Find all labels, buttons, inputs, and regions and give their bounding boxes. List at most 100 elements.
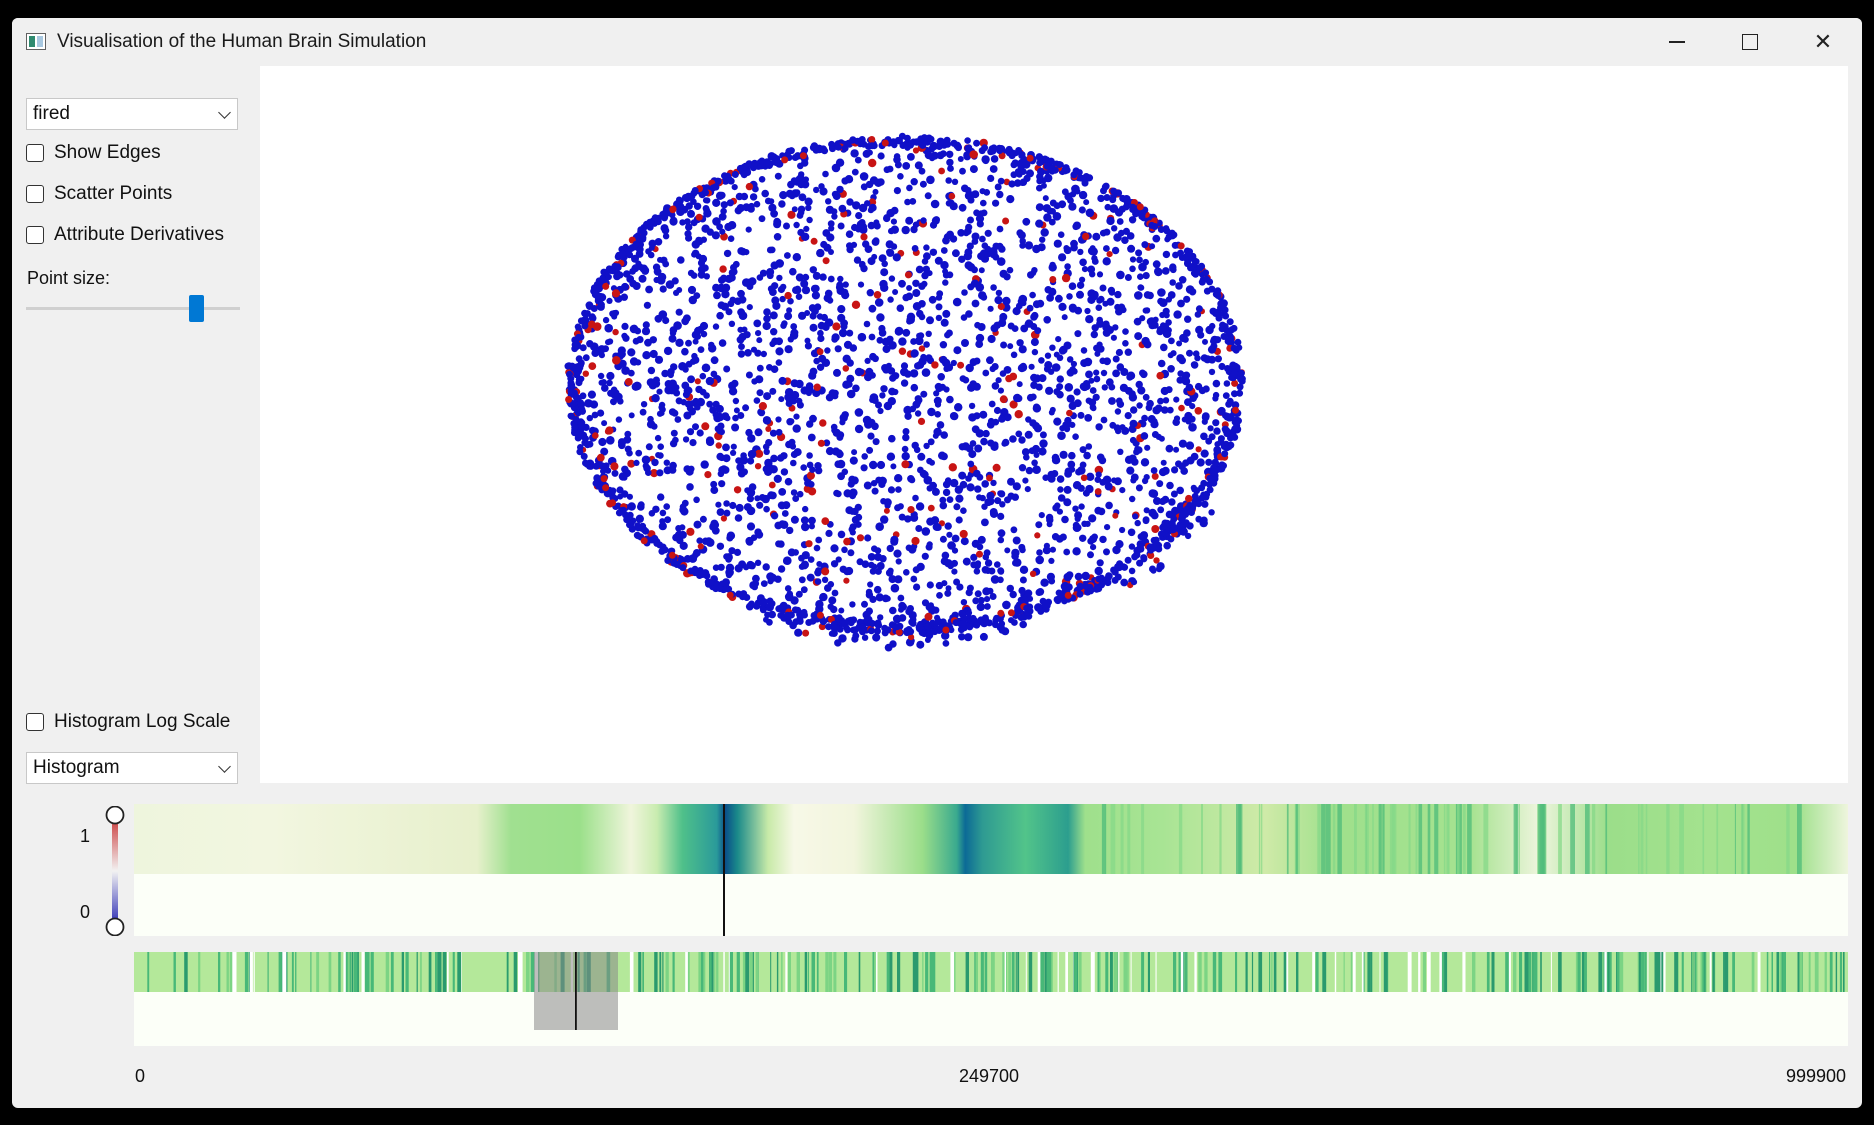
scatter-points-label: Scatter Points [54, 183, 173, 204]
overview-stripe [922, 952, 924, 992]
neuron-point [973, 562, 981, 570]
neuron-point [967, 216, 974, 224]
neuron-point [1140, 554, 1148, 562]
overview-stripe [1637, 952, 1639, 992]
neuron-point [902, 140, 910, 148]
neuron-point [984, 229, 992, 237]
time-cursor[interactable] [723, 804, 725, 936]
neuron-point [784, 345, 793, 354]
neuron-point [1194, 311, 1202, 318]
overview-stripe [1462, 952, 1466, 992]
neuron-point [896, 304, 905, 312]
neuron-point [868, 304, 877, 313]
neuron-point [1068, 451, 1076, 460]
neuron-point [627, 520, 635, 528]
title-bar[interactable]: Visualisation of the Human Brain Simulat… [12, 18, 1862, 66]
neuron-point [978, 210, 985, 217]
neuron-point [835, 449, 843, 457]
neuron-point [762, 563, 770, 571]
neuron-point [877, 152, 885, 160]
overview-stripe [385, 952, 390, 992]
overview-stripe [1441, 952, 1445, 992]
neuron-point [904, 412, 912, 420]
neuron-point [602, 345, 609, 353]
neuron-point [795, 590, 803, 598]
neuron-point [807, 556, 815, 563]
neuron-point [753, 397, 761, 404]
neuron-point [1056, 508, 1063, 515]
neuron-point [859, 623, 867, 631]
overview-stripe [954, 952, 956, 992]
plot-type-select[interactable]: Histogram [26, 752, 238, 784]
overview-stripe [229, 952, 234, 992]
neuron-point [838, 607, 845, 614]
neuron-point [1200, 432, 1208, 441]
neuron-point [635, 449, 643, 457]
scatter-points-checkbox[interactable]: Scatter Points [26, 181, 172, 207]
fired-neuron-point [1082, 232, 1090, 241]
neuron-point [918, 313, 926, 321]
neuron-point [842, 354, 851, 363]
heatmap-stripe [1261, 804, 1263, 874]
neuron-point [1202, 269, 1210, 277]
neuron-point [1140, 458, 1150, 467]
neuron-point [795, 293, 803, 300]
neuron-point [738, 311, 748, 320]
neuron-point [832, 192, 841, 201]
neuron-point [1130, 477, 1137, 484]
overview-stripe [1178, 952, 1181, 992]
close-button[interactable]: ✕ [1788, 18, 1858, 66]
neuron-point [1184, 532, 1192, 540]
neuron-point [1177, 370, 1184, 377]
neuron-point [1049, 344, 1056, 351]
neuron-point [1097, 295, 1105, 303]
neuron-point [809, 617, 817, 625]
neuron-point [909, 619, 917, 627]
neuron-point [567, 379, 575, 387]
neuron-point [926, 541, 933, 548]
histogram-log-scale-checkbox[interactable]: Histogram Log Scale [26, 709, 230, 735]
neuron-point [1122, 328, 1129, 335]
colorbar-min-handle[interactable] [105, 917, 125, 937]
neuron-point [787, 180, 795, 189]
slider-handle[interactable] [189, 295, 204, 322]
maximize-button[interactable] [1715, 18, 1785, 66]
neuron-point [964, 248, 973, 257]
brain-3d-viewport[interactable] [260, 66, 1848, 783]
neuron-point [942, 236, 950, 245]
overview-heatmap[interactable] [134, 952, 1848, 1046]
neuron-point [1030, 323, 1038, 330]
neuron-point [888, 575, 897, 584]
neuron-point [855, 212, 863, 220]
overview-stripe [1659, 952, 1664, 992]
neuron-point [610, 310, 618, 317]
neuron-point [645, 248, 652, 255]
minimize-button[interactable] [1642, 18, 1712, 66]
brain-point-cloud[interactable] [260, 66, 1848, 783]
neuron-point [674, 416, 682, 423]
fired-neuron-point [851, 300, 861, 309]
attribute-derivatives-checkbox[interactable]: Attribute Derivatives [26, 222, 224, 248]
overview-stripe [1616, 952, 1620, 992]
neuron-point [690, 219, 698, 227]
overview-cursor[interactable] [575, 952, 577, 1030]
neuron-point [699, 571, 707, 578]
neuron-point [986, 587, 994, 595]
colorbar-max-handle[interactable] [105, 805, 125, 825]
attribute-select[interactable]: fired [26, 98, 238, 130]
neuron-point [876, 313, 885, 322]
overview-stripe [1654, 952, 1658, 992]
neuron-point [750, 346, 758, 353]
neuron-point [916, 562, 925, 571]
point-size-slider[interactable] [26, 290, 240, 326]
neuron-point [837, 222, 845, 230]
neuron-point [966, 623, 974, 631]
neuron-point [1046, 572, 1055, 581]
neuron-point [684, 218, 691, 226]
neuron-point [806, 216, 813, 224]
activity-heatmap[interactable] [134, 804, 1848, 936]
neuron-point [926, 175, 935, 185]
neuron-point [905, 292, 914, 301]
fired-neuron-point [908, 634, 915, 641]
show-edges-checkbox[interactable]: Show Edges [26, 140, 161, 166]
